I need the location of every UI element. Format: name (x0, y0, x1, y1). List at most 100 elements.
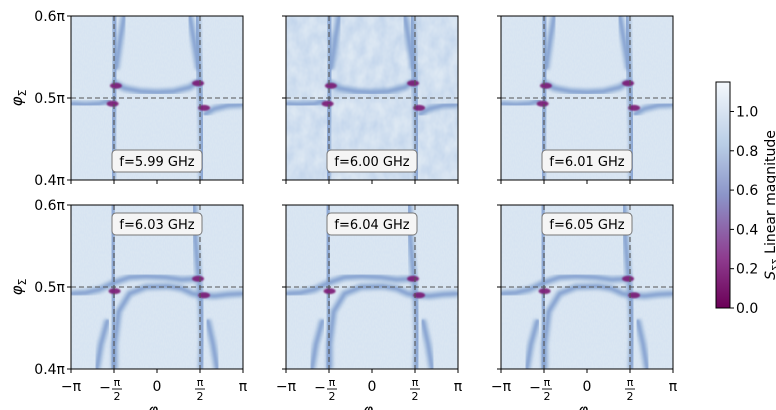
x-tick-label: − π2 (314, 376, 337, 403)
freq-label-box (111, 212, 203, 236)
minimum-spot (538, 288, 551, 295)
freq-label-box (326, 149, 418, 173)
resonance-core (329, 16, 341, 70)
x-axis-label-base: φ (363, 401, 373, 410)
resonance-core (286, 99, 326, 106)
resonance-core (618, 16, 630, 70)
x-axis-label: φΔ (578, 401, 596, 410)
resonance-core (403, 16, 415, 70)
resonance-core (112, 78, 202, 94)
resonance-core (203, 103, 243, 116)
freq-label: f=6.01 GHz (549, 155, 624, 170)
freq-label-box (541, 212, 633, 236)
x-tick-label: − π2 (99, 376, 122, 403)
minimum-spot (413, 292, 426, 299)
colorbar-label-s: S (763, 271, 776, 280)
freq-label: f=6.03 GHz (119, 218, 194, 233)
colorbar-tick-label: 0.4 (736, 222, 758, 238)
x-tick-minus: − (529, 380, 541, 396)
x-axis-label: φΔ (363, 401, 381, 410)
resonance-core (636, 319, 649, 369)
x-tick-numerator: π (197, 376, 204, 389)
y-tick-label: 0.4π (34, 173, 65, 189)
minimum-spot (198, 104, 211, 111)
resonance-core (95, 319, 109, 369)
y-tick-label: 0.4π (34, 362, 65, 378)
x-tick-numerator: π (627, 376, 634, 389)
colorbar-tick-label: 0.0 (736, 301, 758, 317)
freq-label-box (326, 212, 418, 236)
x-axis-label: φΔ (148, 401, 166, 410)
x-tick-denominator: 2 (543, 390, 550, 403)
resonance-core (113, 284, 243, 369)
resonance-core (286, 275, 412, 295)
y-tick-label: 0.6π (34, 9, 65, 25)
resonance-core (544, 16, 556, 70)
colorbar-tick-label: 0.2 (736, 262, 758, 278)
minimum-spot (628, 292, 641, 299)
minimum-spot (108, 288, 121, 295)
colorbar-tick-label: 1.0 (736, 104, 758, 120)
y-axis-label: φΣ (8, 279, 29, 296)
resonance-core (327, 78, 417, 94)
x-tick-label: π2 (195, 376, 206, 403)
x-tick-numerator: π (114, 376, 121, 389)
x-tick-label: −π (491, 379, 512, 395)
minimum-spot (192, 80, 205, 87)
resonance-core (418, 103, 458, 116)
colorbar-label: SΣΣ Linear magnitude (763, 130, 776, 280)
x-axis-label-base: φ (578, 401, 588, 410)
y-axis-label-base: φ (8, 285, 26, 295)
x-tick-minus: − (314, 380, 326, 396)
panel-2: f=6.00 GHz (282, 15, 459, 184)
panel-heatmap (286, 16, 458, 180)
resonance-core (525, 319, 539, 369)
colorbar-frame (715, 81, 731, 309)
x-tick-label: π (454, 379, 463, 395)
x-tick-label: π2 (410, 376, 421, 403)
x-tick-denominator: 2 (412, 390, 419, 403)
y-tick-label: 0.5π (34, 91, 65, 107)
freq-label-box (541, 149, 633, 173)
resonance-core (328, 284, 458, 369)
x-tick-label: 0 (153, 379, 162, 395)
minimum-spot (407, 80, 420, 87)
x-tick-denominator: 2 (328, 390, 335, 403)
colorbar: 0.0 0.2 0.4 0.6 0.8 1.0 SΣΣ Linear magnitude (715, 81, 776, 317)
panel-5: f=6.04 GHz−π−π20π2πφΔ (276, 204, 463, 410)
minimum-spot (192, 275, 205, 282)
minimum-spot (622, 80, 635, 87)
colorbar-tick-label: 0.8 (736, 144, 758, 160)
x-tick-minus: − (99, 380, 111, 396)
x-tick-label: − π2 (529, 376, 552, 403)
minimum-spot (539, 82, 552, 89)
x-tick-numerator: π (329, 376, 336, 389)
y-axis-label: φΣ (8, 90, 29, 107)
freq-label: f=6.00 GHz (334, 155, 409, 170)
resonance-core (71, 99, 111, 106)
x-tick-label: −π (276, 379, 297, 395)
resonance-core (543, 284, 673, 369)
panel-heatmap (71, 16, 243, 180)
resonance-core (71, 275, 197, 295)
minimum-spot (536, 100, 549, 107)
freq-label: f=6.04 GHz (334, 218, 409, 233)
x-tick-denominator: 2 (627, 390, 634, 403)
resonance-core (542, 78, 632, 94)
y-axis-label-sub: Σ (16, 279, 29, 286)
colorbar-tick-label: 0.6 (736, 183, 758, 199)
resonance-core (310, 319, 324, 369)
minimum-spot (628, 104, 641, 111)
resonance-core (206, 319, 219, 369)
x-tick-numerator: π (544, 376, 551, 389)
minimum-spot (622, 275, 635, 282)
freq-label: f=6.05 GHz (549, 218, 624, 233)
panel-6: f=6.05 GHz−π−π20π2πφΔ (491, 204, 678, 410)
colorbar-gradient (716, 82, 730, 308)
resonance-core (633, 103, 673, 116)
y-axis-label-base: φ (8, 96, 26, 106)
x-tick-label: −π (61, 379, 82, 395)
resonance-core (421, 319, 434, 369)
